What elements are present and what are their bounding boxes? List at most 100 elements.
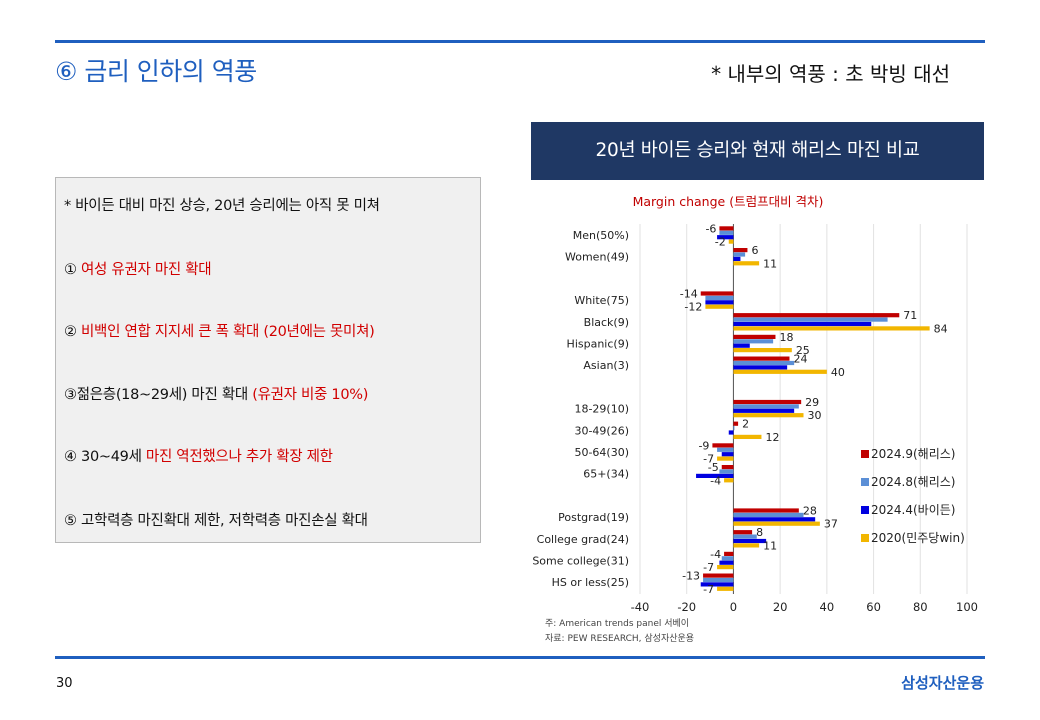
data-label: 2	[742, 418, 749, 431]
bar	[733, 434, 762, 439]
data-label: 11	[763, 257, 777, 270]
bar	[733, 399, 802, 405]
bar	[733, 360, 795, 366]
margin-change-chart: Margin change (트럼프대비 격차) -40 -20 0 20 40 60 80 1…	[532, 194, 978, 644]
bar	[733, 334, 776, 339]
bar	[721, 465, 734, 470]
bar	[733, 530, 753, 535]
data-label: 37	[824, 518, 838, 531]
data-label: -14	[680, 288, 698, 301]
data-label: 28	[803, 505, 817, 518]
data-label: -7	[703, 453, 714, 466]
legend-entry: 2024.9(해리스)	[871, 447, 955, 461]
bar	[733, 317, 888, 322]
bar	[733, 404, 799, 409]
source-note: 자료: PEW RESEARCH, 삼성자산운용	[545, 633, 694, 644]
bar	[724, 551, 734, 556]
bar	[719, 226, 734, 231]
bar	[717, 586, 734, 591]
data-label: -6	[705, 222, 716, 235]
data-label: -7	[703, 561, 714, 574]
summary-item-5: ⑤ 고학력층 마진확대 제한, 저학력층 마진손실 확대	[64, 513, 368, 529]
page-title: ⑥ 금리 인하의 역풍	[55, 57, 257, 86]
bar	[719, 469, 734, 474]
data-label: 24	[793, 353, 807, 366]
category-label: White(75)	[574, 294, 629, 307]
bar	[719, 560, 734, 565]
legend-entry: 2024.4(바이든)	[871, 503, 955, 517]
legend-entry: 2024.8(해리스)	[871, 475, 955, 489]
data-label: -4	[710, 474, 721, 487]
bottom-rule	[55, 656, 985, 659]
bar	[721, 452, 734, 457]
data-label: -2	[715, 236, 726, 249]
bar	[733, 321, 872, 327]
bar	[733, 326, 930, 331]
bar	[717, 456, 734, 461]
bar	[733, 543, 760, 548]
bar	[733, 356, 790, 361]
bar	[733, 369, 827, 374]
bar	[719, 230, 734, 235]
bar	[700, 582, 734, 587]
category-label: 30-49(26)	[574, 424, 629, 437]
bar	[705, 304, 734, 309]
chart-title: Margin change (트럼프대비 격차)	[633, 194, 824, 209]
category-label: Hispanic(9)	[567, 338, 629, 351]
category-label: Some college(31)	[532, 555, 629, 568]
bar	[733, 421, 739, 426]
data-label: 8	[756, 526, 763, 539]
category-label: 18-29(10)	[574, 403, 629, 416]
summary-item-3: ③젊은층(18~29세) 마진 확대 (유권자 비중 10%)	[64, 387, 369, 403]
category-label: Black(9)	[584, 316, 629, 329]
bar	[733, 534, 757, 539]
data-label: 84	[934, 322, 948, 335]
legend-swatch	[861, 506, 869, 514]
bar	[733, 413, 804, 418]
legend-swatch	[861, 450, 869, 458]
bar	[733, 408, 795, 413]
data-label: 29	[805, 396, 819, 409]
summary-box: * 바이든 대비 마진 상승, 20년 승리에는 아직 못 미쳐 ① 여성 유권…	[55, 177, 481, 543]
data-label: 12	[765, 431, 779, 444]
bar	[712, 443, 734, 448]
x-tick-label: 40	[820, 600, 835, 614]
category-label: College grad(24)	[537, 533, 629, 546]
page-subtitle: * 내부의 역풍 : 초 박빙 대선	[711, 62, 950, 86]
data-label: -9	[698, 439, 709, 452]
legend-entry: 2020(민주당win)	[871, 531, 965, 545]
data-label: -7	[703, 583, 714, 596]
summary-item-4: ④ 30~49세 마진 역전했으나 추가 확장 제한	[64, 449, 333, 465]
bar	[728, 239, 734, 244]
category-label: 50-64(30)	[574, 446, 629, 459]
bar	[696, 473, 734, 478]
bar	[705, 295, 734, 300]
x-tick-label: -40	[631, 600, 650, 614]
bar	[717, 565, 734, 570]
data-label: -13	[682, 570, 700, 583]
data-label: 40	[831, 366, 845, 379]
x-tick-label: -20	[677, 600, 696, 614]
category-label: HS or less(25)	[552, 576, 629, 589]
x-tick-label: 100	[956, 600, 978, 614]
data-label: 30	[808, 409, 822, 422]
page-number: 30	[56, 676, 73, 691]
x-tick-label: 0	[730, 600, 737, 614]
data-label: 18	[779, 331, 793, 344]
legend-swatch	[861, 534, 869, 542]
bar	[733, 343, 750, 348]
bar	[717, 447, 734, 452]
bar	[717, 235, 734, 240]
bar	[733, 252, 746, 257]
summary-item-1: ① 여성 유권자 마진 확대	[64, 262, 212, 278]
data-label: -4	[710, 548, 721, 561]
summary-heading: * 바이든 대비 마진 상승, 20년 승리에는 아직 못 미쳐	[64, 198, 380, 214]
x-tick-label: 60	[866, 600, 881, 614]
top-rule	[55, 40, 985, 43]
source-note: 주: American trends panel 서베이	[545, 618, 689, 629]
bar	[703, 577, 734, 583]
data-label: -5	[708, 461, 719, 474]
data-label: 25	[796, 344, 810, 357]
brand-logo: 삼성자산운용	[901, 674, 984, 692]
bar	[733, 538, 767, 544]
